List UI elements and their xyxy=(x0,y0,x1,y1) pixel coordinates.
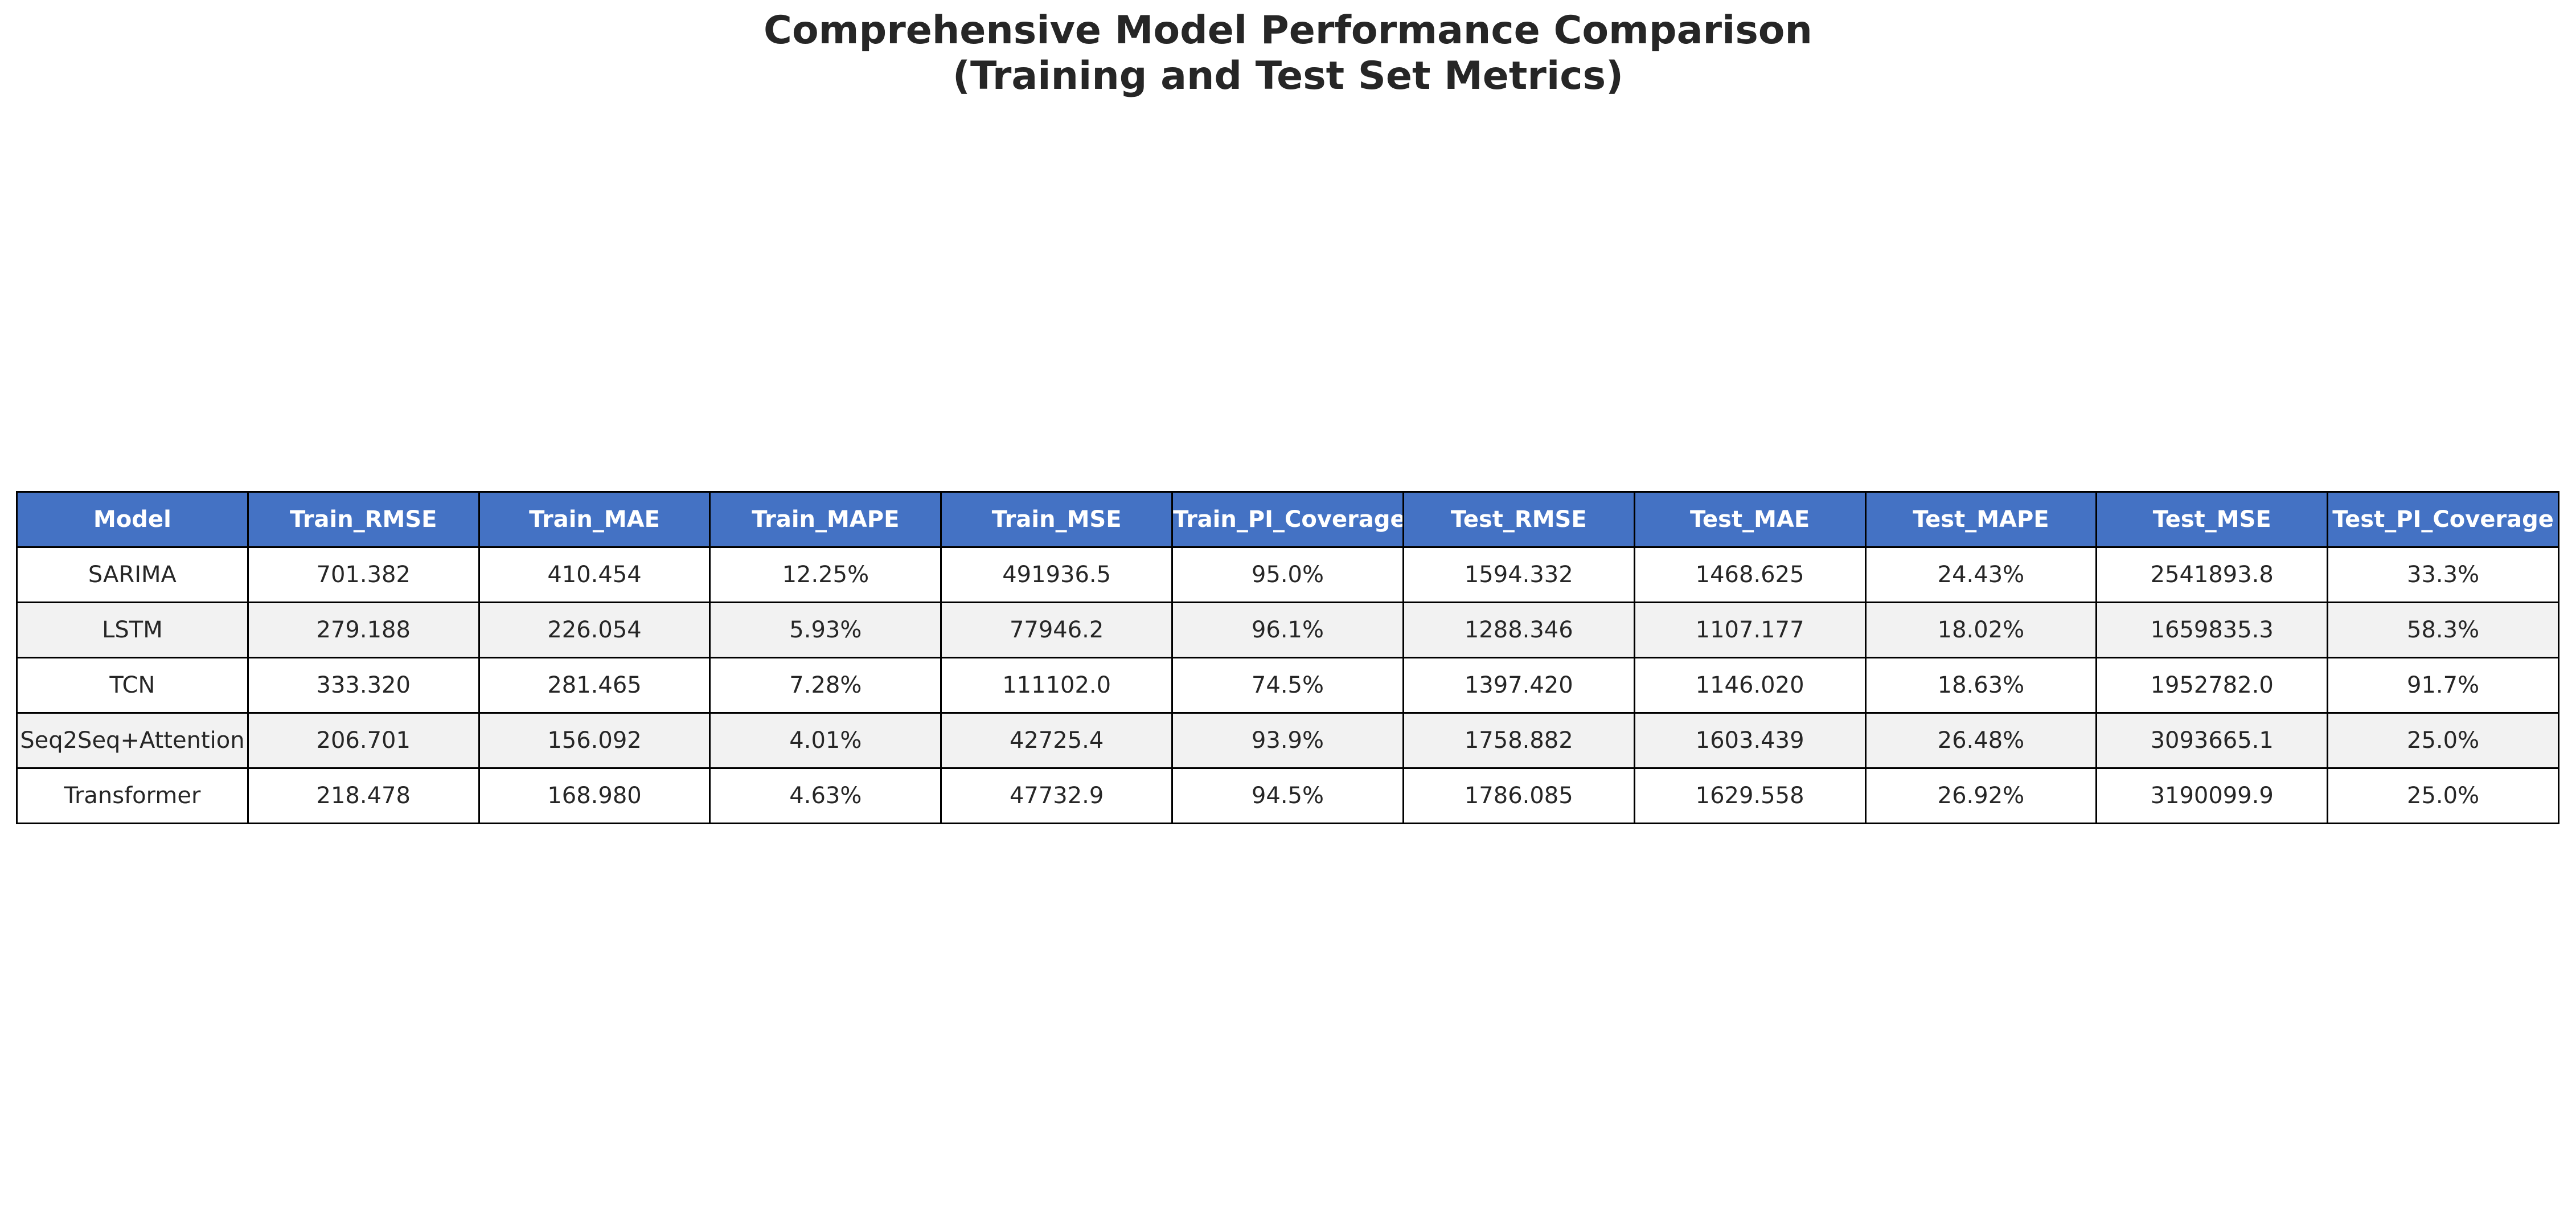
metrics-table-container: Model Train_RMSE Train_MAE Train_MAPE Train_… xyxy=(16,491,2559,824)
table-row: TCN 333.320 281.465 7.28% 111102.0 74.5% 1397.… xyxy=(16,657,2559,714)
metric-cell: 701.382 xyxy=(247,546,480,603)
metric-cell: 91.7% xyxy=(2327,657,2559,714)
metric-cell: 3190099.9 xyxy=(2095,767,2329,824)
metric-cell: 168.980 xyxy=(478,767,711,824)
metric-cell: 2541893.8 xyxy=(2095,546,2329,603)
metric-cell: 18.02% xyxy=(1864,602,2098,658)
metric-cell: 3093665.1 xyxy=(2095,712,2329,769)
metric-cell: 1952782.0 xyxy=(2095,657,2329,714)
table-row: Transformer 218.478 168.980 4.63% 47732.9 94.… xyxy=(16,767,2559,824)
metric-cell: 95.0% xyxy=(1171,546,1404,603)
table-row: SARIMA 701.382 410.454 12.25% 491936.5 95.0% 1… xyxy=(16,546,2559,603)
metric-cell: 94.5% xyxy=(1171,767,1404,824)
column-header: Train_MAPE xyxy=(709,491,942,548)
metric-cell: 1758.882 xyxy=(1402,712,1635,769)
metric-cell: 1629.558 xyxy=(1633,767,1867,824)
title-line-2: (Training and Test Set Metrics) xyxy=(952,54,1624,99)
column-header: Train_MSE xyxy=(940,491,1174,548)
column-header: Test_PI_Coverage xyxy=(2327,491,2559,548)
metric-cell: 1594.332 xyxy=(1402,546,1635,603)
table-row: LSTM 279.188 226.054 5.93% 77946.2 96.1% 1288.… xyxy=(16,602,2559,658)
column-header: Train_PI_Coverage xyxy=(1171,491,1404,548)
metric-cell: 18.63% xyxy=(1864,657,2098,714)
metric-cell: 4.63% xyxy=(709,767,942,824)
metric-cell: 1786.085 xyxy=(1402,767,1635,824)
metric-cell: 1107.177 xyxy=(1633,602,1867,658)
metric-cell: 206.701 xyxy=(247,712,480,769)
column-header: Test_MAE xyxy=(1633,491,1867,548)
metric-cell: 1288.346 xyxy=(1402,602,1635,658)
title-line-1: Comprehensive Model Performance Comparis… xyxy=(764,8,1812,53)
metric-cell: 25.0% xyxy=(2327,767,2559,824)
metric-cell: 1468.625 xyxy=(1633,546,1867,603)
model-name-cell: Seq2Seq+Attention xyxy=(16,712,249,769)
metric-cell: 1603.439 xyxy=(1633,712,1867,769)
metric-cell: 58.3% xyxy=(2327,602,2559,658)
metric-cell: 281.465 xyxy=(478,657,711,714)
metric-cell: 77946.2 xyxy=(940,602,1174,658)
metric-cell: 1659835.3 xyxy=(2095,602,2329,658)
column-header: Train_MAE xyxy=(478,491,711,548)
metric-cell: 96.1% xyxy=(1171,602,1404,658)
metric-cell: 74.5% xyxy=(1171,657,1404,714)
column-header: Test_RMSE xyxy=(1402,491,1635,548)
metric-cell: 26.92% xyxy=(1864,767,2098,824)
metric-cell: 226.054 xyxy=(478,602,711,658)
column-header: Test_MSE xyxy=(2095,491,2329,548)
metric-cell: 410.454 xyxy=(478,546,711,603)
metric-cell: 42725.4 xyxy=(940,712,1174,769)
metric-cell: 33.3% xyxy=(2327,546,2559,603)
column-header: Model xyxy=(16,491,249,548)
metric-cell: 1397.420 xyxy=(1402,657,1635,714)
table-row: Seq2Seq+Attention 206.701 156.092 4.01% 4272… xyxy=(16,712,2559,769)
metric-cell: 218.478 xyxy=(247,767,480,824)
table-body: SARIMA 701.382 410.454 12.25% 491936.5 95.0% 1… xyxy=(16,546,2559,824)
metric-cell: 4.01% xyxy=(709,712,942,769)
metric-cell: 279.188 xyxy=(247,602,480,658)
table-title: Comprehensive Model Performance Comparis… xyxy=(0,8,2576,99)
metric-cell: 24.43% xyxy=(1864,546,2098,603)
column-header: Train_RMSE xyxy=(247,491,480,548)
metric-cell: 491936.5 xyxy=(940,546,1174,603)
metric-cell: 47732.9 xyxy=(940,767,1174,824)
metric-cell: 12.25% xyxy=(709,546,942,603)
metric-cell: 26.48% xyxy=(1864,712,2098,769)
metric-cell: 25.0% xyxy=(2327,712,2559,769)
metric-cell: 156.092 xyxy=(478,712,711,769)
table-header-row: Model Train_RMSE Train_MAE Train_MAPE Train_… xyxy=(16,491,2559,548)
metric-cell: 1146.020 xyxy=(1633,657,1867,714)
metric-cell: 7.28% xyxy=(709,657,942,714)
metric-cell: 333.320 xyxy=(247,657,480,714)
metric-cell: 111102.0 xyxy=(940,657,1174,714)
metric-cell: 93.9% xyxy=(1171,712,1404,769)
column-header: Test_MAPE xyxy=(1864,491,2098,548)
model-name-cell: LSTM xyxy=(16,602,249,658)
model-name-cell: TCN xyxy=(16,657,249,714)
metric-cell: 5.93% xyxy=(709,602,942,658)
metrics-table: Model Train_RMSE Train_MAE Train_MAPE Train_… xyxy=(16,491,2559,824)
model-name-cell: Transformer xyxy=(16,767,249,824)
model-name-cell: SARIMA xyxy=(16,546,249,603)
